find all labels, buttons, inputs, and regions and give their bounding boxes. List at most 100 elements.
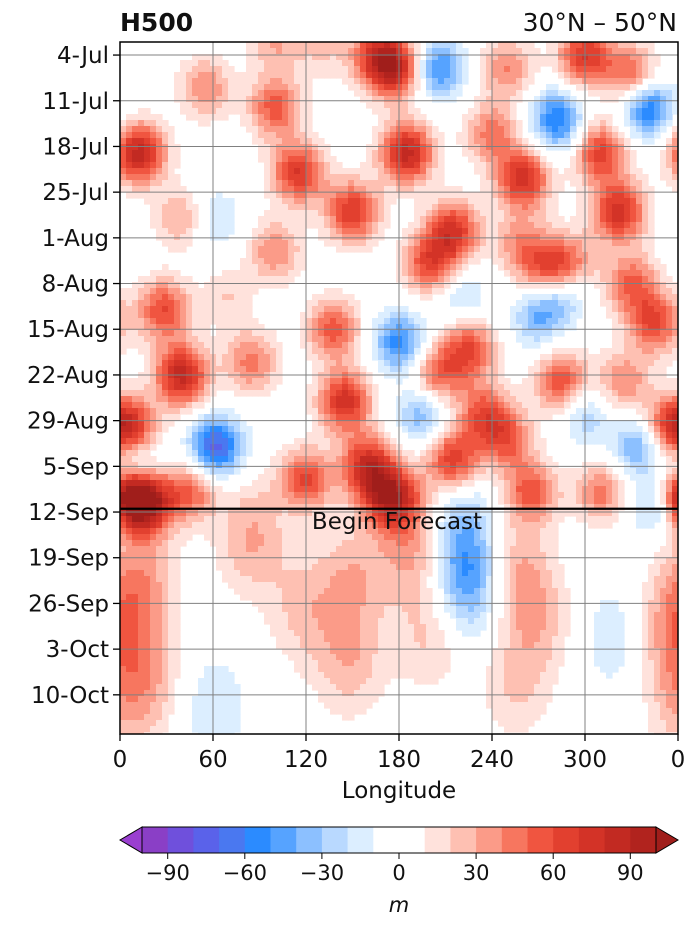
heat-cell <box>156 474 163 481</box>
heat-cell <box>348 402 355 409</box>
heat-cell <box>252 330 259 337</box>
heat-cell <box>168 282 175 289</box>
heat-cell <box>408 360 415 367</box>
heat-cell <box>228 306 235 313</box>
heat-cell <box>552 408 559 415</box>
heat-cell <box>414 216 421 223</box>
heat-cell <box>546 366 553 373</box>
heat-cell <box>468 144 475 151</box>
heat-cell <box>366 456 373 463</box>
heat-cell <box>264 330 271 337</box>
heat-cell <box>474 132 481 139</box>
heat-cell <box>534 300 541 307</box>
heat-cell <box>312 330 319 337</box>
heat-cell <box>420 384 427 391</box>
heat-cell <box>510 462 517 469</box>
heat-cell <box>666 96 673 103</box>
heat-cell <box>426 210 433 217</box>
heat-cell <box>324 426 331 433</box>
heat-cell <box>462 390 469 397</box>
heat-cell <box>414 252 421 259</box>
heat-cell <box>204 384 211 391</box>
heat-cell <box>186 72 193 79</box>
heat-cell <box>222 432 229 439</box>
heat-cell <box>636 246 643 253</box>
heat-cell <box>132 306 139 313</box>
heat-cell <box>312 204 319 211</box>
heat-cell <box>552 60 559 67</box>
heat-cell <box>270 144 277 151</box>
heat-cell <box>612 264 619 271</box>
heat-cell <box>558 186 565 193</box>
heat-cell <box>330 228 337 235</box>
heat-cell <box>312 450 319 457</box>
heat-cell <box>180 354 187 361</box>
heat-cell <box>270 180 277 187</box>
heat-cell <box>402 228 409 235</box>
heat-cell <box>360 174 367 181</box>
heat-cell <box>624 144 631 151</box>
heat-cell <box>276 354 283 361</box>
heat-cell <box>282 474 289 481</box>
heat-cell <box>432 186 439 193</box>
heat-cell <box>522 432 529 439</box>
heat-cell <box>294 144 301 151</box>
heat-cell <box>186 306 193 313</box>
heat-cell <box>144 432 151 439</box>
heat-cell <box>354 468 361 475</box>
heat-cell <box>462 348 469 355</box>
heat-cell <box>486 156 493 163</box>
heat-cell <box>498 264 505 271</box>
heat-cell <box>480 330 487 337</box>
heat-cell <box>324 444 331 451</box>
heat-cell <box>228 468 235 475</box>
heat-cell <box>228 66 235 73</box>
heat-cell <box>306 108 313 115</box>
heat-cell <box>450 240 457 247</box>
heat-cell <box>456 48 463 55</box>
heat-cell <box>630 390 637 397</box>
heat-cell <box>576 168 583 175</box>
heat-cell <box>474 192 481 199</box>
heat-cell <box>498 420 505 427</box>
heat-cell <box>306 438 313 445</box>
heat-cell <box>300 312 307 319</box>
heat-cell <box>576 360 583 367</box>
heat-cell <box>324 60 331 67</box>
heat-cell <box>342 174 349 181</box>
heat-cell <box>522 468 529 475</box>
heat-cell <box>468 450 475 457</box>
heat-cell <box>462 426 469 433</box>
heat-cell <box>384 336 391 343</box>
heat-cell <box>258 126 265 133</box>
heat-cell <box>372 162 379 169</box>
heat-cell <box>378 222 385 229</box>
heat-cell <box>246 300 253 307</box>
heat-cell <box>420 408 427 415</box>
heat-cell <box>138 180 145 187</box>
heat-cell <box>138 420 145 427</box>
heat-cell <box>168 330 175 337</box>
heat-cell <box>354 300 361 307</box>
heat-cell <box>222 72 229 79</box>
heat-cell <box>414 312 421 319</box>
heat-cell <box>330 432 337 439</box>
heat-cell <box>288 72 295 79</box>
heat-cell <box>552 246 559 253</box>
heat-cell <box>132 150 139 157</box>
heat-cell <box>300 42 307 49</box>
heat-cell <box>588 120 595 127</box>
heat-cell <box>180 78 187 85</box>
heat-cell <box>180 192 187 199</box>
heat-cell <box>336 324 343 331</box>
heat-cell <box>456 390 463 397</box>
heat-cell <box>132 384 139 391</box>
heat-cell <box>384 84 391 91</box>
heat-cell <box>276 276 283 283</box>
heat-cell <box>552 354 559 361</box>
heat-cell <box>222 450 229 457</box>
heat-cell <box>462 384 469 391</box>
heat-cell <box>246 318 253 325</box>
heat-cell <box>390 54 397 61</box>
heat-cell <box>588 156 595 163</box>
